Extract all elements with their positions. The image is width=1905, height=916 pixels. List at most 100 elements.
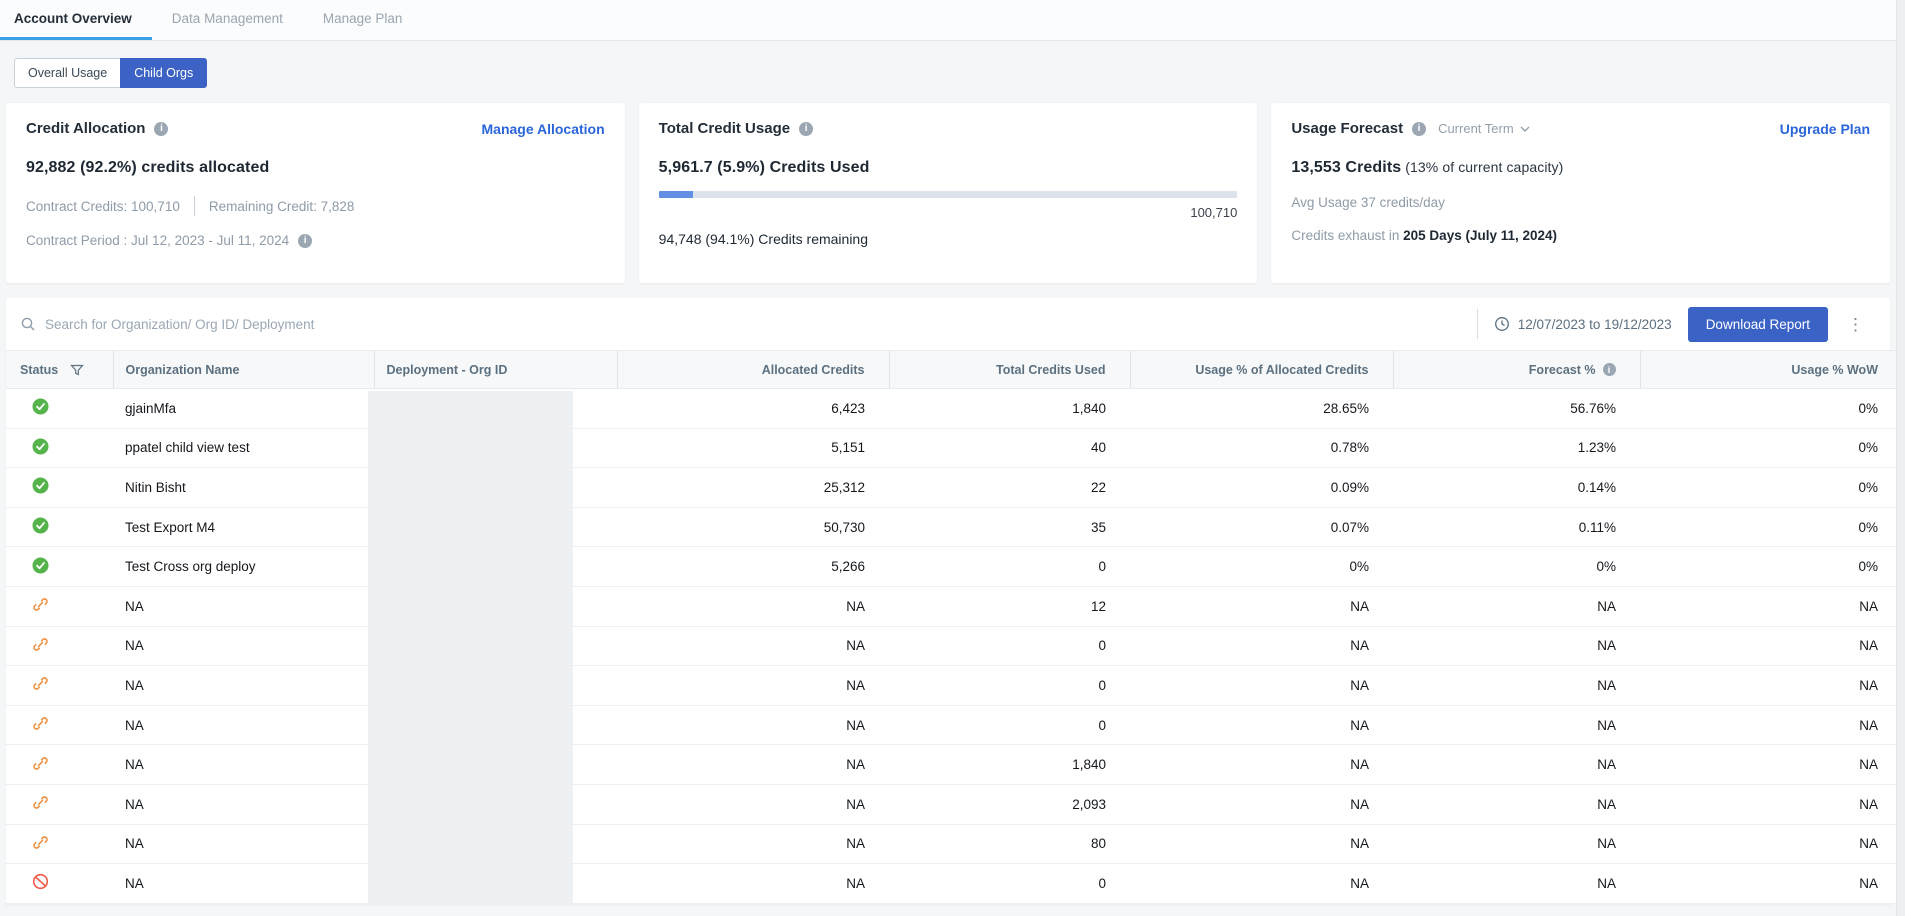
tab-manage-plan[interactable]: Manage Plan: [303, 0, 423, 40]
usage-wow-cell: NA: [1640, 824, 1902, 864]
col-header-usage-wow[interactable]: Usage % WoW: [1640, 351, 1902, 389]
organization-name-cell: NA: [113, 626, 374, 666]
total-credits-used-cell: 22: [889, 468, 1130, 508]
usage-pct-cell: 0.09%: [1130, 468, 1393, 508]
forecast-pct-cell: NA: [1393, 586, 1640, 626]
child-orgs-toggle-button[interactable]: Child Orgs: [120, 58, 207, 88]
usage-wow-cell: NA: [1640, 864, 1902, 904]
top-tab-bar: Account Overview Data Management Manage …: [0, 0, 1905, 41]
exhaust-date: 205 Days (July 11, 2024): [1403, 228, 1557, 243]
allocated-credits-cell: 50,730: [617, 507, 889, 547]
info-icon[interactable]: i: [1603, 363, 1616, 376]
table-body: gjainMfa 6,423 1,840 28.65% 56.76% 0% pp…: [6, 389, 1902, 904]
info-icon[interactable]: i: [154, 122, 168, 136]
usage-wow-cell: NA: [1640, 705, 1902, 745]
credits-exhaust-label: Credits exhaust in 205 Days (July 11, 20…: [1291, 228, 1870, 243]
credits-allocated-headline: 92,882 (92.2%) credits allocated: [26, 159, 605, 177]
col-header-organization-name[interactable]: Organization Name: [113, 351, 374, 389]
total-credits-used-cell: 1,840: [889, 745, 1130, 785]
search-input[interactable]: [45, 317, 565, 332]
table-row[interactable]: gjainMfa 6,423 1,840 28.65% 56.76% 0%: [6, 389, 1902, 429]
col-header-status[interactable]: Status: [6, 351, 113, 389]
manage-allocation-link[interactable]: Manage Allocation: [482, 121, 605, 137]
total-credits-used-cell: 12: [889, 586, 1130, 626]
usage-progress-fill: [659, 191, 693, 198]
deployment-org-id-redaction-overlay: [368, 391, 573, 904]
upgrade-plan-link[interactable]: Upgrade Plan: [1780, 121, 1870, 137]
tab-data-management[interactable]: Data Management: [152, 0, 303, 40]
exhaust-prefix: Credits exhaust in: [1291, 228, 1403, 243]
status-unlinked-link-icon: [32, 715, 49, 732]
col-header-status-label: Status: [20, 363, 58, 377]
table-row[interactable]: NA NA 2,093 NA NA NA: [6, 784, 1902, 824]
organization-name-cell: NA: [113, 705, 374, 745]
usage-forecast-card: Usage Forecast i Current Term Upgrade Pl…: [1271, 103, 1890, 283]
usage-progress-bar: [659, 191, 1238, 198]
status-cell: [6, 784, 113, 824]
organization-name-cell: Test Export M4: [113, 507, 374, 547]
usage-pct-cell: NA: [1130, 626, 1393, 666]
organization-name-cell: NA: [113, 666, 374, 706]
total-credits-used-cell: 2,093: [889, 784, 1130, 824]
usage-pct-cell: 0%: [1130, 547, 1393, 587]
allocated-credits-cell: NA: [617, 626, 889, 666]
total-credits-used-cell: 0: [889, 666, 1130, 706]
col-header-allocated-credits[interactable]: Allocated Credits: [617, 351, 889, 389]
tab-account-overview[interactable]: Account Overview: [0, 0, 152, 40]
allocated-credits-cell: NA: [617, 864, 889, 904]
status-unlinked-link-icon: [32, 834, 49, 851]
col-header-deployment-org-id[interactable]: Deployment - Org ID: [374, 351, 617, 389]
table-row[interactable]: NA NA 0 NA NA NA: [6, 864, 1902, 904]
forecast-pct-cell: 0%: [1393, 547, 1640, 587]
usage-pct-cell: NA: [1130, 586, 1393, 626]
credits-remaining-label: 94,748 (94.1%) Credits remaining: [659, 231, 1238, 247]
table-row[interactable]: NA NA 12 NA NA NA: [6, 586, 1902, 626]
table-row[interactable]: Test Export M4 50,730 35 0.07% 0.11% 0%: [6, 507, 1902, 547]
table-row[interactable]: NA NA 0 NA NA NA: [6, 666, 1902, 706]
table-row[interactable]: NA NA 0 NA NA NA: [6, 705, 1902, 745]
status-active-icon: [32, 557, 49, 574]
table-row[interactable]: Nitin Bisht 25,312 22 0.09% 0.14% 0%: [6, 468, 1902, 508]
contract-period-value: Contract Period : Jul 12, 2023 - Jul 11,…: [26, 233, 289, 248]
status-active-icon: [32, 398, 49, 415]
col-header-usage-pct[interactable]: Usage % of Allocated Credits: [1130, 351, 1393, 389]
table-row[interactable]: NA NA 1,840 NA NA NA: [6, 745, 1902, 785]
forecast-pct-cell: NA: [1393, 745, 1640, 785]
filter-icon[interactable]: [70, 363, 84, 377]
usage-forecast-title: Usage Forecast: [1291, 120, 1403, 137]
contract-credits-value: Contract Credits: 100,710: [26, 199, 180, 214]
col-header-forecast-pct[interactable]: Forecast % i: [1393, 351, 1640, 389]
allocated-credits-cell: 6,423: [617, 389, 889, 429]
status-cell: [6, 468, 113, 508]
download-report-button[interactable]: Download Report: [1688, 307, 1828, 342]
col-header-total-credits-used[interactable]: Total Credits Used: [889, 351, 1130, 389]
allocated-credits-cell: 25,312: [617, 468, 889, 508]
more-options-kebab-icon[interactable]: ⋮: [1837, 312, 1874, 337]
allocated-credits-cell: NA: [617, 705, 889, 745]
table-row[interactable]: NA NA 80 NA NA NA: [6, 824, 1902, 864]
allocated-credits-cell: NA: [617, 784, 889, 824]
table-row[interactable]: ppatel child view test 5,151 40 0.78% 1.…: [6, 428, 1902, 468]
credits-used-headline: 5,961.7 (5.9%) Credits Used: [659, 159, 1238, 177]
status-cell: [6, 626, 113, 666]
usage-pct-cell: 28.65%: [1130, 389, 1393, 429]
info-icon[interactable]: i: [298, 234, 312, 248]
summary-cards: Credit Allocation i Manage Allocation 92…: [6, 103, 1890, 283]
table-row[interactable]: NA NA 0 NA NA NA: [6, 626, 1902, 666]
allocated-credits-cell: NA: [617, 666, 889, 706]
usage-pct-cell: NA: [1130, 666, 1393, 706]
info-icon[interactable]: i: [1412, 122, 1426, 136]
table-row[interactable]: Test Cross org deploy 5,266 0 0% 0% 0%: [6, 547, 1902, 587]
organization-name-cell: Nitin Bisht: [113, 468, 374, 508]
date-range-picker[interactable]: 12/07/2023 to 19/12/2023: [1494, 316, 1672, 332]
overall-usage-toggle-button[interactable]: Overall Usage: [14, 58, 120, 88]
forecast-pct-cell: 1.23%: [1393, 428, 1640, 468]
forecast-pct-cell: NA: [1393, 626, 1640, 666]
total-credits-used-cell: 0: [889, 864, 1130, 904]
term-selector-value: Current Term: [1438, 121, 1514, 136]
vertical-scrollbar[interactable]: [1896, 0, 1905, 916]
allocated-credits-cell: NA: [617, 745, 889, 785]
info-icon[interactable]: i: [799, 122, 813, 136]
term-selector-dropdown[interactable]: Current Term: [1438, 121, 1530, 136]
usage-pct-cell: 0.07%: [1130, 507, 1393, 547]
